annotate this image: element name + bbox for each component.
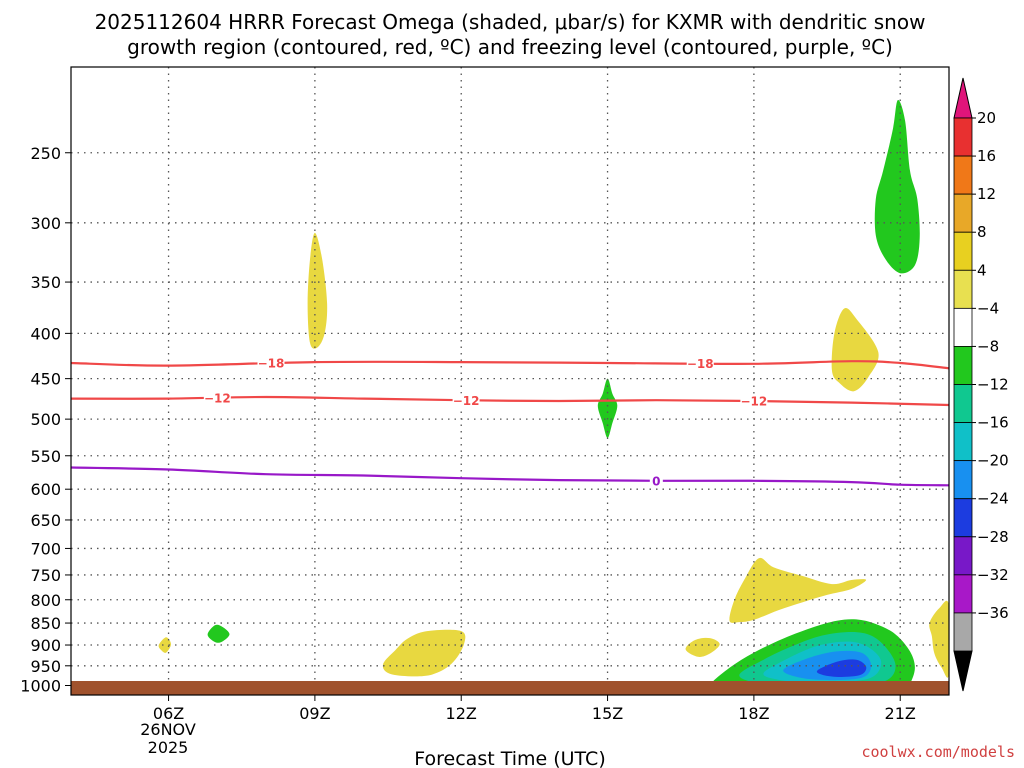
colorbar-label-8: −16 — [977, 414, 1009, 432]
colorbar-swatch-4 — [953, 269, 973, 309]
y-tick-label-1000: 1000 — [20, 677, 61, 696]
colorbar-swatch-12 — [953, 574, 973, 614]
y-axis: 250 300 350 400 450 500 550 600 650 700 750 800 850 9… — [20, 144, 71, 696]
omega-blue-low-main — [816, 659, 867, 678]
colorbar-swatch-3 — [953, 231, 973, 271]
y-tick-label-550: 550 — [30, 447, 61, 466]
colorbar-swatch-11 — [953, 536, 973, 576]
y-tick-label-650: 650 — [30, 511, 61, 530]
omega-yellow-20z-mid — [831, 307, 879, 392]
omega-green-upper-21z — [874, 99, 920, 274]
dgz-minus-18-label-1: −18 — [687, 357, 714, 371]
colorbar-label-1: 16 — [977, 147, 996, 165]
x-axis-title: Forecast Time (UTC) — [414, 748, 605, 768]
freezing-level-0-label-bg-0 — [649, 473, 663, 488]
colorbar-label-12: −32 — [977, 566, 1009, 584]
dgz-minus-18-label-bg-0 — [257, 356, 285, 371]
colorbar-label-9: −20 — [977, 452, 1009, 470]
colorbar-bottom-arrow — [953, 650, 973, 692]
colorbar-label-4: 4 — [977, 261, 987, 279]
colorbar-swatch-6 — [953, 346, 973, 385]
x-tick-label-18z: 18Z — [738, 704, 769, 723]
freezing-level-0-line — [71, 466, 949, 487]
y-tick-label-850: 850 — [30, 614, 61, 633]
omega-yellow-22z-low — [929, 600, 949, 678]
omega-yellow-11z-low — [382, 629, 466, 677]
y-tick-label-350: 350 — [30, 273, 61, 292]
x-tick-label-09z: 09Z — [299, 704, 330, 723]
colorbar-top-arrow — [953, 77, 973, 119]
date-label-year: 2025 — [148, 738, 189, 757]
chart-title-line2: growth region (contoured, red, ºC) and f… — [127, 35, 893, 59]
y-tick-label-700: 700 — [30, 539, 61, 558]
x-tick-label-06z: 06Z — [153, 704, 184, 723]
colorbar-swatch-1 — [953, 155, 973, 195]
y-tick-label-450: 450 — [30, 370, 61, 389]
colorbar-label-2: 12 — [977, 185, 996, 203]
dgz-minus-18-line — [71, 360, 949, 370]
grid-layer — [71, 67, 949, 695]
colorbar-swatch-5 — [953, 307, 973, 347]
freezing-level-0-label-0: 0 — [652, 474, 660, 488]
colorbar-label-7: −12 — [977, 376, 1009, 394]
x-tick-label-21z: 21Z — [885, 704, 916, 723]
colorbar-label-11: −28 — [977, 528, 1009, 546]
omega-shading-layer — [158, 99, 949, 690]
chart-title-line1: 2025112604 HRRR Forecast Omega (shaded, … — [95, 10, 926, 34]
x-axis: 06Z 09Z 12Z 15Z 18Z 21Z — [153, 695, 916, 723]
y-tick-label-400: 400 — [30, 324, 61, 343]
omega-yellow-09z-upper — [307, 232, 328, 349]
omega-yellow-low-left — [158, 637, 171, 653]
dgz-minus-12-label-bg-2 — [740, 394, 768, 409]
dgz-minus-12-label-bg-1 — [452, 393, 480, 408]
omega-yellow-17z-low — [685, 637, 720, 657]
colorbar-label-3: 8 — [977, 223, 987, 241]
y-tick-label-250: 250 — [30, 144, 61, 163]
colorbar-swatch-2 — [953, 193, 973, 233]
dgz-minus-12-label-2: −12 — [741, 395, 768, 409]
y-tick-label-800: 800 — [30, 591, 61, 610]
omega-yellow-19z-low — [729, 557, 867, 623]
dgz-minus-18-label-0: −18 — [258, 357, 285, 371]
dgz-minus-12-label-0: −12 — [204, 391, 231, 405]
colorbar-swatch-9 — [953, 460, 973, 500]
colorbar-swatch-10 — [953, 498, 973, 538]
colorbar: 20 16 12 8 4 −4 −8 −12 −16 −20 −24 −28 −32 −36 — [953, 77, 1009, 692]
plot-frame — [70, 66, 950, 696]
colorbar-label-6: −8 — [977, 337, 999, 355]
omega-green-15z-mid — [597, 378, 618, 438]
colorbar-swatch-7 — [953, 384, 973, 423]
y-tick-label-500: 500 — [30, 410, 61, 429]
colorbar-swatch-13 — [953, 612, 973, 652]
contour-layer: −18 −18 −12 −12 −12 0 — [71, 356, 949, 488]
surface-ground-bar — [71, 681, 949, 695]
dgz-minus-18-label-bg-1 — [686, 356, 714, 371]
x-tick-label-15z: 15Z — [592, 704, 623, 723]
x-tick-label-12z: 12Z — [446, 704, 477, 723]
y-tick-label-750: 750 — [30, 566, 61, 585]
y-tick-label-900: 900 — [30, 636, 61, 655]
colorbar-label-10: −24 — [977, 490, 1009, 508]
colorbar-swatch-8 — [953, 422, 973, 462]
date-label-day: 26NOV — [140, 720, 196, 739]
colorbar-label-5: −4 — [977, 299, 999, 317]
colorbar-label-13: −36 — [977, 604, 1009, 622]
dgz-minus-12-label-1: −12 — [453, 394, 480, 408]
dgz-minus-12-label-bg-0 — [203, 390, 231, 405]
plot-background — [71, 67, 949, 695]
plot-area: −18 −18 −12 −12 −12 0 — [70, 66, 950, 696]
colorbar-swatch-0 — [953, 117, 973, 157]
y-tick-label-300: 300 — [30, 214, 61, 233]
y-tick-label-600: 600 — [30, 480, 61, 499]
credit-label: coolwx.com/models — [861, 743, 1015, 761]
colorbar-label-0: 20 — [977, 109, 996, 127]
y-tick-label-950: 950 — [30, 657, 61, 676]
omega-green-low-left — [207, 624, 230, 643]
